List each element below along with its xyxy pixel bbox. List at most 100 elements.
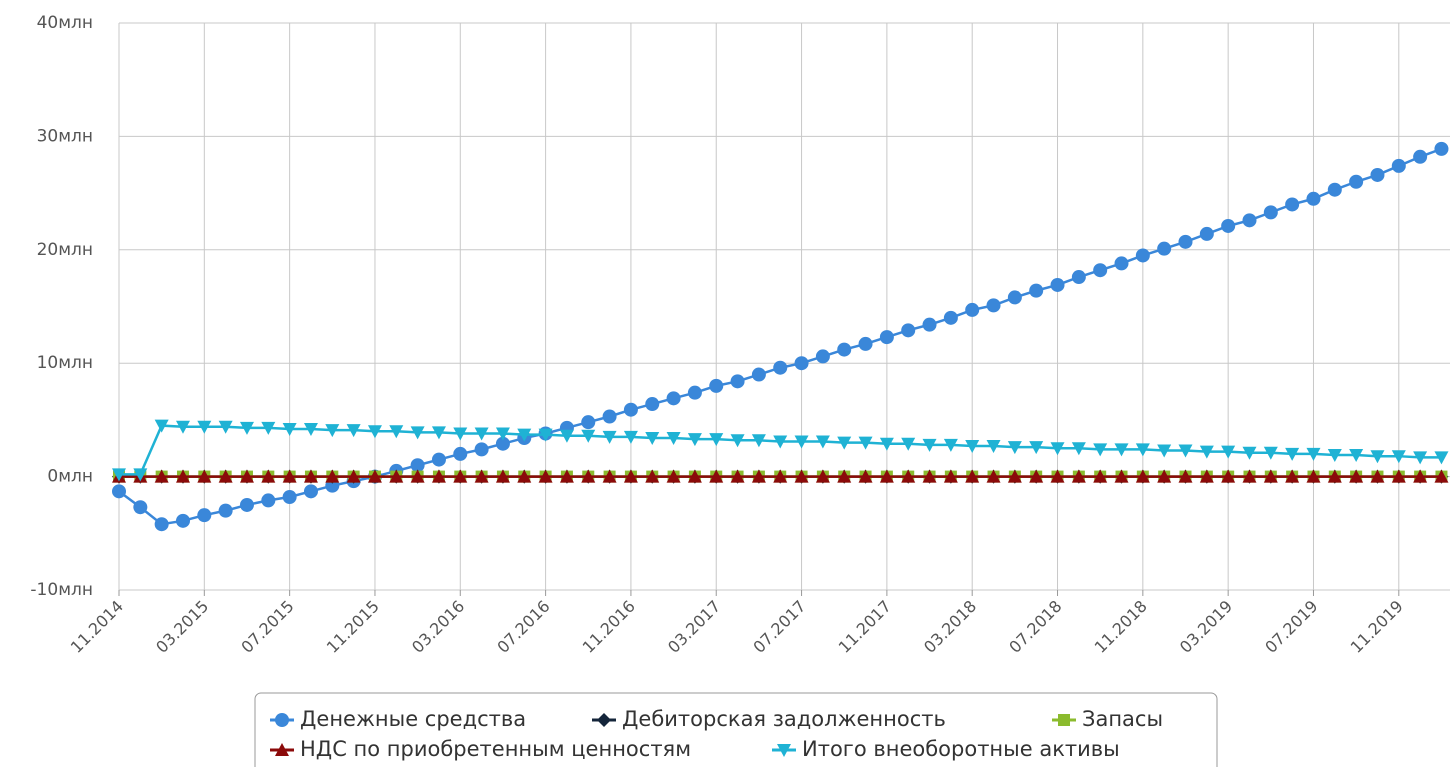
data-point — [1007, 469, 1022, 483]
data-point — [1221, 218, 1236, 233]
data-point — [1029, 441, 1044, 455]
y-tick-label: 30млн — [37, 126, 93, 146]
data-point — [1221, 469, 1236, 483]
data-point — [133, 468, 148, 482]
data-point — [367, 469, 382, 483]
data-point — [1434, 469, 1449, 483]
data-point — [559, 429, 574, 443]
x-tick-label: 11.2018 — [1091, 597, 1151, 657]
data-point — [1263, 205, 1278, 220]
legend-marker — [275, 743, 289, 756]
data-point — [431, 452, 446, 467]
y-tick-label: 20млн — [37, 240, 93, 260]
data-point — [730, 374, 745, 389]
x-tick-label: 11.2016 — [579, 597, 639, 657]
data-point — [112, 484, 126, 499]
data-point — [218, 469, 233, 483]
data-point — [837, 436, 852, 450]
data-point — [858, 436, 873, 450]
data-point — [858, 336, 873, 351]
x-tick-label: 03.2016 — [408, 597, 468, 657]
data-point — [794, 356, 809, 371]
data-point — [730, 434, 745, 448]
data-point — [1413, 469, 1428, 483]
data-point — [687, 385, 702, 400]
data-point — [773, 360, 788, 375]
data-point — [709, 433, 724, 447]
x-tick-label: 11.2019 — [1347, 597, 1407, 657]
data-point — [581, 415, 596, 430]
data-point — [986, 298, 1001, 313]
data-point — [1370, 167, 1385, 182]
data-point — [431, 469, 446, 483]
legend-label: Запасы — [1082, 707, 1163, 731]
data-point — [410, 469, 425, 483]
data-point — [1093, 443, 1108, 457]
data-point — [1114, 443, 1129, 457]
data-point — [1007, 290, 1022, 305]
data-point — [1349, 469, 1364, 483]
x-tick-label: 11.2017 — [835, 597, 895, 657]
data-point — [474, 469, 489, 483]
data-point — [922, 438, 937, 452]
data-point — [197, 508, 212, 523]
data-point — [410, 426, 425, 440]
data-point — [154, 469, 169, 483]
data-point — [879, 469, 894, 483]
data-point — [901, 437, 916, 451]
data-point — [1285, 197, 1300, 212]
data-point — [1242, 213, 1257, 228]
data-point — [1263, 469, 1278, 483]
data-point — [794, 435, 809, 449]
data-point — [453, 469, 468, 483]
data-point — [645, 432, 660, 446]
data-point — [154, 517, 169, 532]
data-point — [623, 402, 638, 417]
data-point — [303, 469, 318, 483]
data-point — [538, 469, 553, 483]
data-point — [581, 469, 596, 483]
data-point — [602, 430, 617, 444]
data-point — [218, 503, 233, 518]
data-point — [495, 469, 510, 483]
data-point — [282, 422, 297, 436]
y-tick-label: 10млн — [37, 353, 93, 373]
data-point — [559, 469, 574, 483]
data-point — [837, 342, 852, 357]
data-point — [1178, 234, 1193, 249]
data-point — [1071, 270, 1086, 285]
data-point — [773, 435, 788, 449]
data-point — [1157, 469, 1172, 483]
data-point — [1391, 158, 1406, 173]
data-point — [773, 469, 788, 483]
data-point — [1114, 469, 1129, 483]
data-point — [325, 469, 340, 483]
data-point — [1178, 444, 1193, 458]
data-point — [1285, 447, 1300, 461]
data-point — [453, 427, 468, 441]
data-point — [154, 419, 169, 433]
legend-marker — [777, 744, 791, 757]
data-point — [1327, 469, 1342, 483]
data-point — [495, 427, 510, 441]
data-point — [1327, 182, 1342, 197]
data-point — [1285, 469, 1300, 483]
data-point — [879, 437, 894, 451]
data-point — [239, 421, 254, 435]
data-point — [1135, 248, 1150, 263]
data-point — [602, 409, 617, 424]
data-point — [645, 469, 660, 483]
data-point — [1029, 283, 1044, 298]
legend-marker — [1058, 714, 1070, 726]
data-point — [1434, 141, 1449, 156]
data-point — [1413, 149, 1428, 164]
data-point — [197, 420, 212, 434]
data-point — [687, 469, 702, 483]
data-point — [602, 469, 617, 483]
data-point — [517, 469, 532, 483]
data-point — [1071, 442, 1086, 456]
data-point — [1093, 469, 1108, 483]
data-point — [239, 469, 254, 483]
data-point — [474, 442, 489, 457]
x-tick-label: 07.2019 — [1261, 597, 1321, 657]
